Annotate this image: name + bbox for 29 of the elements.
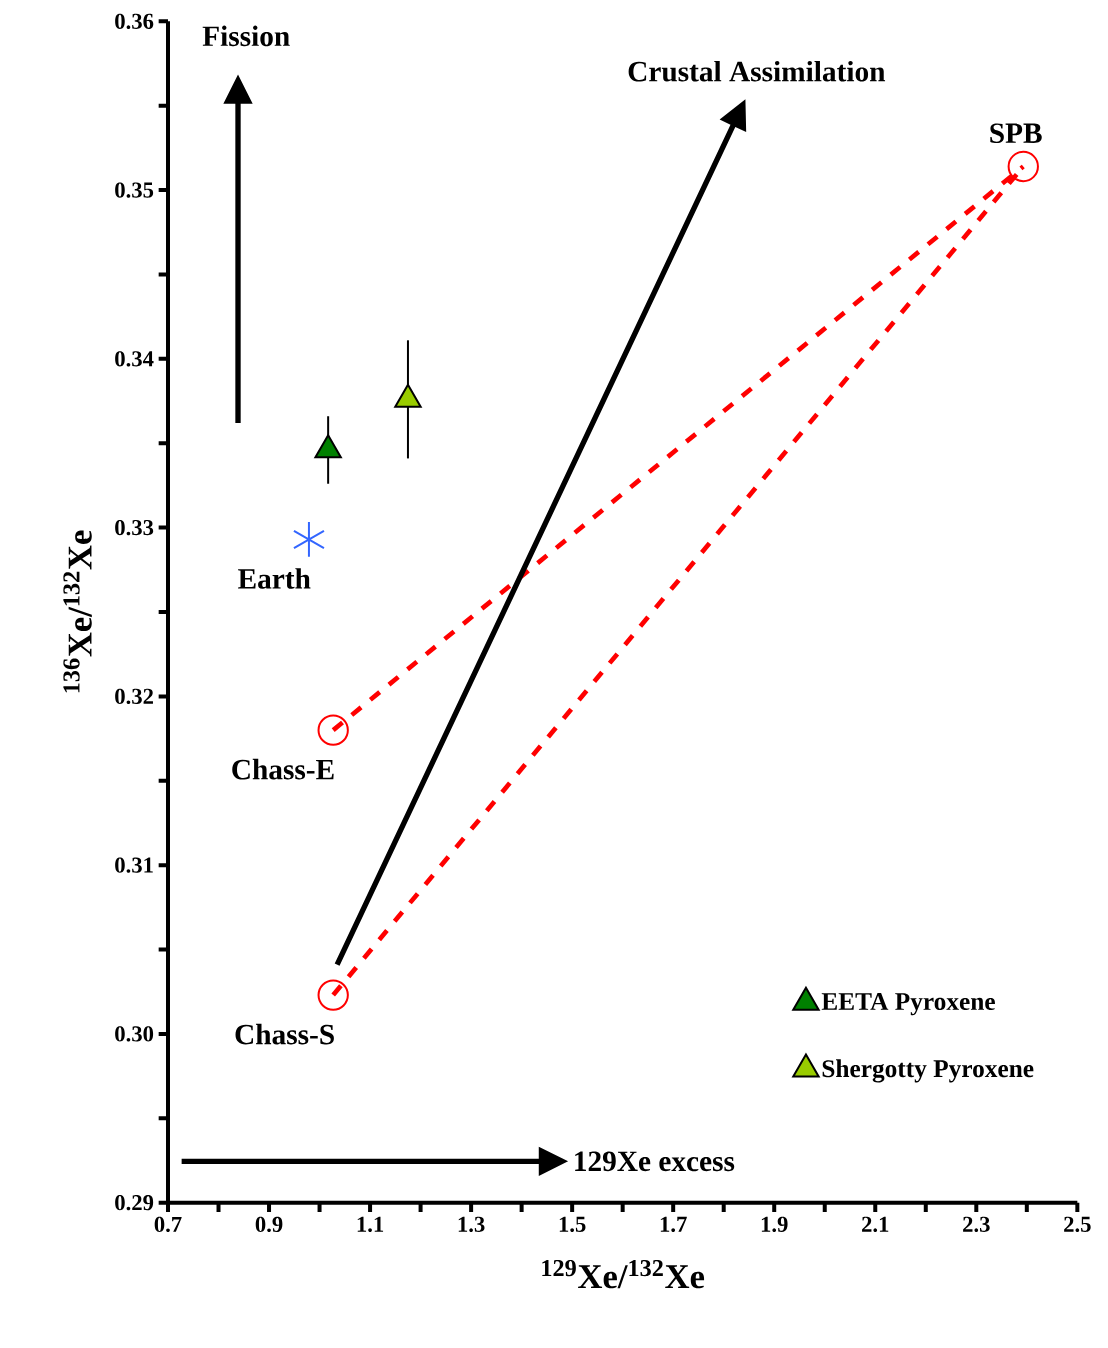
x-tick-label: 1.5 <box>559 1216 586 1232</box>
y-tick-label: 0.34 <box>115 351 154 367</box>
y-tick-label: 0.30 <box>115 1026 154 1042</box>
x-tick-label: 1.3 <box>458 1216 485 1233</box>
x-tick-label: 1.1 <box>357 1216 384 1232</box>
x-tick-label: 2.1 <box>862 1216 889 1233</box>
annotation: Chass-E <box>232 758 334 780</box>
x-tick-label: 1.7 <box>660 1216 687 1232</box>
x-tick-label: 2.5 <box>1064 1216 1091 1233</box>
annotation: Fission <box>202 25 290 47</box>
y-axis-title: $^{136}$Xe/$^{132}$Xe <box>63 530 92 693</box>
y-tick-label: 0.29 <box>115 1194 154 1211</box>
x-tick-label: 0.9 <box>255 1216 283 1233</box>
annotation: Crustal Assimilation <box>628 60 886 82</box>
y-tick-label: 0.31 <box>115 857 153 873</box>
annotation: Chass-S <box>235 1023 334 1045</box>
x-tick-label: 1.9 <box>761 1216 788 1233</box>
annotation: 129Xe excess <box>575 1151 735 1172</box>
x-axis-title: $^{129}$Xe/$^{132}$Xe <box>542 1259 705 1289</box>
x-tick-label: 2.3 <box>963 1216 990 1233</box>
y-tick-label: 0.36 <box>115 13 154 30</box>
legend-label: EETA Pyroxene <box>821 993 995 1016</box>
x-tick-label: 0.7 <box>154 1216 182 1233</box>
annotation: Earth <box>238 568 311 589</box>
legend-label: Shergotty Pyroxene <box>822 1059 1034 1083</box>
annotation: SPB <box>990 123 1042 144</box>
y-tick-label: 0.32 <box>115 688 153 705</box>
y-tick-label: 0.35 <box>115 182 154 198</box>
y-tick-label: 0.33 <box>115 519 154 536</box>
